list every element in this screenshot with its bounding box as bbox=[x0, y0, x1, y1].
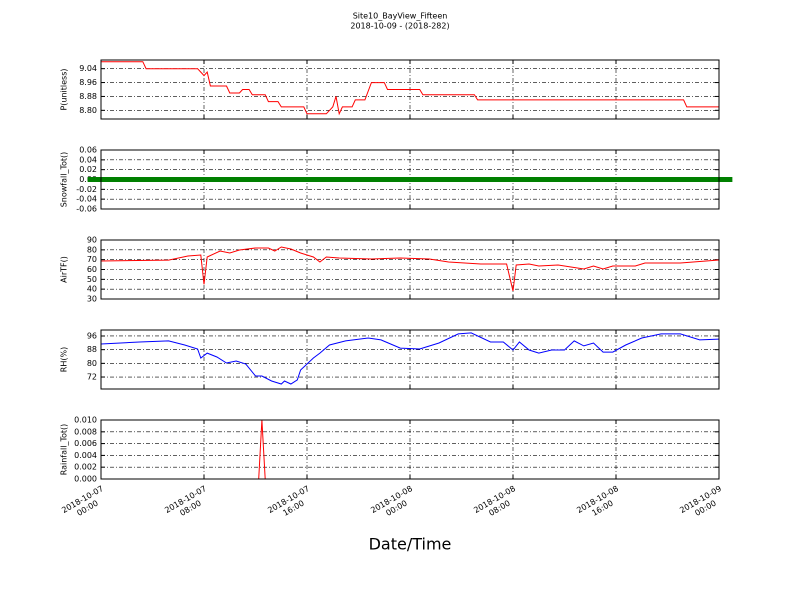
y-axis-label: Rainfall_Tot() bbox=[60, 424, 69, 476]
data-point bbox=[345, 177, 372, 182]
x-axis-label: Date/Time bbox=[369, 535, 452, 554]
plot-frame bbox=[100, 59, 720, 120]
data-point bbox=[422, 177, 450, 182]
y-tick-label: 72 bbox=[87, 373, 97, 382]
data-line bbox=[101, 61, 719, 116]
data-line bbox=[100, 246, 720, 292]
data-line bbox=[100, 332, 720, 385]
y-tick-label: 96 bbox=[87, 331, 97, 340]
y-tick-label: -0.04 bbox=[76, 195, 97, 204]
y-tick-label: 60 bbox=[87, 265, 97, 274]
data-point bbox=[679, 177, 707, 182]
data-point bbox=[551, 177, 578, 182]
y-tick-label: 0.004 bbox=[74, 451, 97, 460]
data-point bbox=[396, 177, 424, 182]
data-point bbox=[499, 177, 527, 182]
y-tick-label: 0.000 bbox=[74, 475, 97, 484]
plot-frame bbox=[100, 149, 720, 210]
data-point bbox=[139, 177, 166, 182]
data-point bbox=[525, 177, 553, 182]
plot-frame bbox=[100, 239, 720, 300]
y-axis-label: AirTF() bbox=[60, 256, 69, 283]
data-point bbox=[370, 177, 398, 182]
data-point bbox=[190, 177, 218, 182]
y-tick-label: -0.06 bbox=[76, 205, 97, 214]
plot-frame bbox=[100, 329, 720, 390]
y-axis-label: P(unitless) bbox=[60, 68, 69, 110]
chart-subtitle: 2018-10-09 - (2018-282) bbox=[350, 22, 449, 31]
y-tick-label: 88 bbox=[87, 345, 97, 354]
y-tick-label: 8.80 bbox=[79, 106, 97, 115]
data-point bbox=[628, 177, 656, 182]
y-tick-label: 80 bbox=[87, 245, 97, 254]
plot-frame bbox=[100, 419, 720, 480]
y-tick-label: 80 bbox=[87, 359, 97, 368]
y-tick-label: 30 bbox=[87, 295, 97, 304]
y-axis-label: RH(%) bbox=[60, 347, 69, 372]
y-tick-label: 0.06 bbox=[79, 146, 97, 155]
data-point bbox=[267, 177, 295, 182]
y-tick-label: 8.88 bbox=[79, 92, 97, 101]
data-point bbox=[473, 177, 501, 182]
y-tick-label: 0.002 bbox=[74, 463, 97, 472]
y-tick-label: 0.006 bbox=[74, 439, 97, 448]
data-point bbox=[113, 177, 141, 182]
y-tick-label: -0.02 bbox=[76, 185, 97, 194]
y-tick-label: 70 bbox=[87, 255, 97, 264]
data-point bbox=[242, 177, 269, 182]
y-tick-label: 40 bbox=[87, 285, 97, 294]
y-tick-label: 50 bbox=[87, 275, 97, 284]
y-tick-label: 90 bbox=[87, 236, 97, 245]
data-point bbox=[448, 177, 475, 182]
chart-title: Site10_BayView_Fifteen bbox=[353, 12, 448, 21]
y-tick-label: 0.008 bbox=[74, 427, 97, 436]
y-tick-label: 0.010 bbox=[74, 416, 97, 425]
y-tick-label: 0.04 bbox=[79, 155, 97, 164]
y-tick-label: 0.02 bbox=[79, 165, 97, 174]
data-point bbox=[293, 177, 321, 182]
y-axis-label: Snowfall_Tot() bbox=[60, 152, 69, 208]
y-tick-label: 8.96 bbox=[79, 78, 97, 87]
data-point bbox=[602, 177, 630, 182]
data-point bbox=[319, 177, 347, 182]
data-point bbox=[216, 177, 244, 182]
data-point bbox=[576, 177, 604, 182]
data-point bbox=[654, 177, 681, 182]
y-tick-label: 9.04 bbox=[79, 64, 97, 73]
data-point bbox=[164, 177, 192, 182]
